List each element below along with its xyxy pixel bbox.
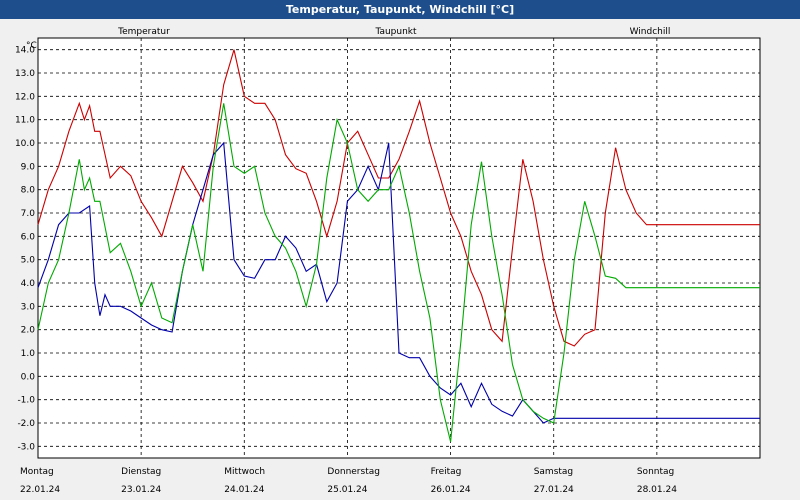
x-tick-date: 22.01.24 <box>20 485 60 495</box>
x-tick-labels: Montag 22.01.24 Dienstag 23.01.24 Mittwoch 24… <box>20 467 677 495</box>
x-tick-date: 28.01.24 <box>637 485 677 495</box>
y-tick-label: 4.0 <box>21 279 36 289</box>
y-tick-label: 13.0 <box>15 69 35 79</box>
x-tick-date: 27.01.24 <box>534 485 574 495</box>
x-tick-date: 23.01.24 <box>121 485 161 495</box>
x-tick-day: Mittwoch <box>224 467 265 477</box>
chart-title: Temperatur, Taupunkt, Windchill [°C] <box>0 0 800 19</box>
x-tick-date: 26.01.24 <box>431 485 471 495</box>
series-lines <box>37 49 760 442</box>
y-tick-label: 5.0 <box>21 256 36 266</box>
x-tick-date: 25.01.24 <box>327 485 367 495</box>
series-temperatur <box>37 49 760 347</box>
y-tick-label: 0.0 <box>21 372 36 382</box>
x-tick-day: Samstag <box>534 467 573 477</box>
x-tick-date: 24.01.24 <box>224 485 264 495</box>
legend-windchill: Windchill <box>630 27 671 37</box>
y-tick-label: 9.0 <box>21 162 36 172</box>
y-tick-labels: -3.0 -2.0 -1.0 0.0 1.0 2.0 3.0 4.0 5.0 6.0 7.0 8.0 9… <box>15 46 35 453</box>
x-tick-day: Montag <box>20 467 54 477</box>
y-tick-label: 12.0 <box>15 92 35 102</box>
y-tick-label: 2.0 <box>21 326 36 336</box>
y-axis-label: °C <box>26 41 37 51</box>
x-tick-day: Sonntag <box>637 467 674 477</box>
y-tick-label: 14.0 <box>15 46 35 56</box>
plot-area <box>37 37 761 459</box>
y-tick-label: -1.0 <box>17 396 35 406</box>
y-tick-label: 7.0 <box>21 209 36 219</box>
x-tick-day: Donnerstag <box>327 467 380 477</box>
series-taupunkt <box>37 141 760 424</box>
grid <box>38 38 760 458</box>
x-tick-day: Freitag <box>431 467 462 477</box>
y-tick-label: 10.0 <box>15 139 35 149</box>
series-windchill <box>37 103 760 442</box>
y-tick-label: -2.0 <box>17 419 35 429</box>
y-tick-label: 1.0 <box>21 349 36 359</box>
y-tick-label: 11.0 <box>15 116 35 126</box>
y-tick-label: 8.0 <box>21 186 36 196</box>
x-tick-day: Dienstag <box>121 467 161 477</box>
legend-taupunkt: Taupunkt <box>374 27 417 37</box>
y-tick-label: -3.0 <box>17 442 35 452</box>
legend: Temperatur Taupunkt Windchill <box>117 27 670 37</box>
legend-temperatur: Temperatur <box>117 27 170 37</box>
y-tick-label: 3.0 <box>21 302 36 312</box>
y-tick-label: 6.0 <box>21 232 36 242</box>
